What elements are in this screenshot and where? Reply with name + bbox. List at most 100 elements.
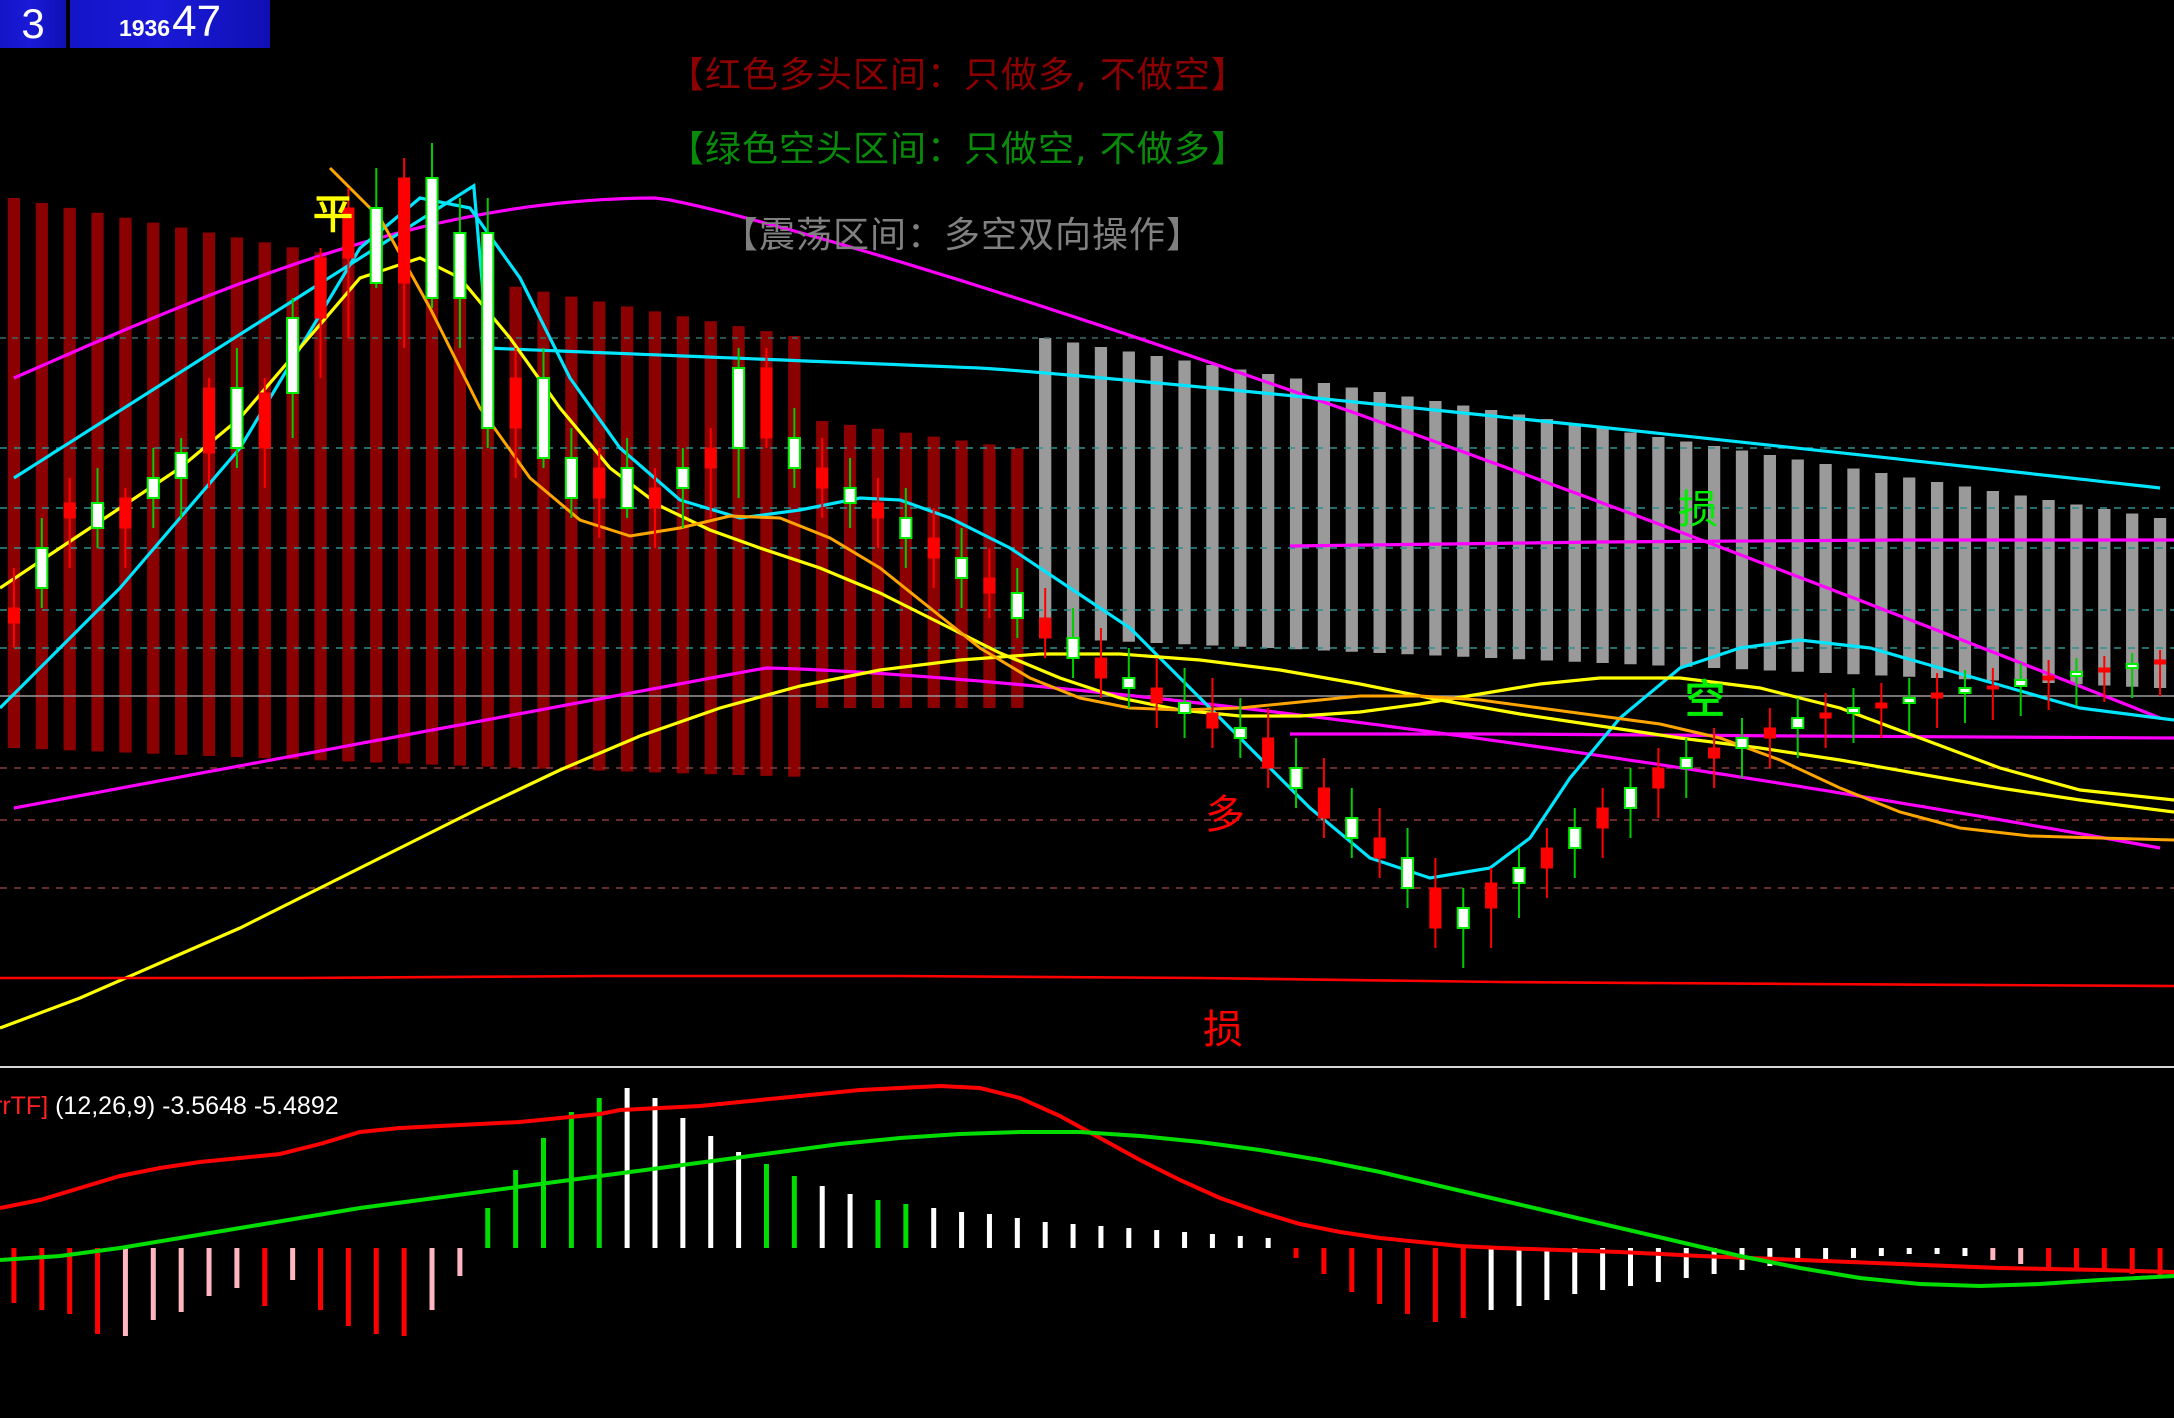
candlestick — [35, 518, 49, 608]
titlebar-mid-big: 47 — [172, 0, 222, 46]
zone-bar — [1652, 437, 1665, 666]
candlestick — [1708, 728, 1721, 788]
zone-bar — [1122, 351, 1135, 642]
candle-body — [1958, 687, 1972, 694]
zone-bar — [398, 267, 411, 764]
candle-body — [564, 457, 578, 499]
candle-body — [1485, 882, 1498, 909]
candle-body — [1568, 827, 1582, 849]
candlestick — [1289, 738, 1303, 808]
candlestick — [425, 143, 439, 308]
candle-body — [1400, 857, 1415, 889]
zone-bar — [1401, 396, 1414, 655]
candle-body — [1289, 767, 1303, 789]
candle-body — [1345, 817, 1359, 839]
candlestick — [1456, 888, 1470, 968]
upper-band-line — [13, 196, 2161, 720]
macd-label-rest: (12,26,9) -3.5648 -5.4892 — [55, 1092, 339, 1120]
macd-panel[interactable] — [0, 1080, 2174, 1418]
candlestick — [593, 448, 606, 538]
candlestick — [1373, 808, 1386, 878]
price-chart-panel[interactable] — [0, 48, 2174, 1066]
zone-bar — [1763, 455, 1776, 671]
annotation-bear-zone: 【绿色空头区间：只做空, 不做多】 — [668, 129, 1248, 170]
candle-body — [146, 477, 160, 499]
zone-bar — [1540, 419, 1554, 661]
candlestick — [955, 528, 969, 608]
zone-bar — [1875, 473, 1888, 676]
candle-body — [1819, 712, 1832, 719]
zone-bar — [2153, 518, 2167, 688]
long-marker-duo: 多 — [1205, 792, 1245, 838]
zone-bar — [258, 242, 271, 759]
candle-body — [2069, 671, 2084, 677]
zone-bar — [2014, 495, 2027, 682]
candlestick — [7, 568, 21, 648]
candle-body — [1708, 747, 1721, 759]
candle-body — [1206, 712, 1219, 729]
zone-bar — [314, 252, 327, 761]
zone-bar — [453, 276, 467, 766]
candlestick — [1150, 658, 1163, 728]
zone-bar — [1178, 360, 1191, 645]
zone-bar — [1707, 446, 1721, 668]
candle-body — [314, 257, 327, 319]
titlebar: 3 1936 47 — [0, 0, 270, 48]
candlestick — [1540, 828, 1553, 898]
candle-body — [1623, 787, 1638, 809]
candle-body — [1791, 717, 1805, 729]
candlestick — [1512, 848, 1526, 918]
candlestick — [1846, 688, 1861, 743]
candle-body — [1122, 677, 1136, 689]
candle-body — [1596, 807, 1609, 829]
candle-body — [7, 607, 21, 624]
zone-bar — [1457, 405, 1470, 657]
candlestick — [1652, 748, 1665, 818]
candlestick — [1875, 683, 1888, 738]
zone-bar — [2042, 500, 2055, 683]
zone-bar — [620, 306, 634, 772]
zone-bar — [1680, 441, 1693, 667]
candle-body — [1652, 767, 1665, 789]
candle-body — [1875, 702, 1888, 709]
candle-body — [342, 207, 355, 259]
macd-dea-line — [0, 1130, 2174, 1289]
candle-body — [2153, 659, 2167, 665]
candlestick — [1345, 788, 1359, 858]
zone-bar — [1150, 356, 1163, 643]
candlestick — [2014, 663, 2028, 716]
macd-label-prefix: rrTF] — [0, 1092, 49, 1120]
candle-body — [2014, 679, 2028, 687]
zone-bar — [2070, 504, 2083, 685]
candlestick — [1485, 868, 1498, 948]
titlebar-left-value: 3 — [0, 0, 66, 48]
candle-body — [90, 502, 105, 529]
zone-bar — [119, 217, 132, 753]
candle-body — [63, 502, 76, 519]
candlestick — [1066, 608, 1080, 678]
candle-body — [1846, 707, 1861, 714]
candlestick — [1679, 738, 1693, 798]
candlestick — [1206, 678, 1219, 748]
candlestick — [90, 468, 105, 548]
candle-body — [2042, 675, 2055, 681]
candle-body — [760, 367, 773, 439]
zone-bar — [1206, 365, 1219, 646]
titlebar-mid-group: 1936 47 — [70, 0, 270, 48]
candlestick — [1735, 718, 1749, 778]
candle-body — [230, 387, 244, 449]
ma-yellow-slow — [0, 652, 2174, 1030]
candlestick — [843, 458, 857, 528]
zone-bar — [7, 198, 21, 748]
candle-body — [843, 487, 857, 504]
candlestick — [899, 488, 913, 568]
short-marker-kong: 空 — [1685, 677, 1725, 723]
candlestick — [983, 548, 996, 618]
candle-body — [593, 467, 606, 499]
candle-body — [119, 497, 132, 529]
zone-bar — [1485, 410, 1498, 658]
ma-yellow-fast — [0, 256, 2174, 802]
candlestick — [286, 298, 300, 438]
candle-body — [202, 387, 216, 454]
